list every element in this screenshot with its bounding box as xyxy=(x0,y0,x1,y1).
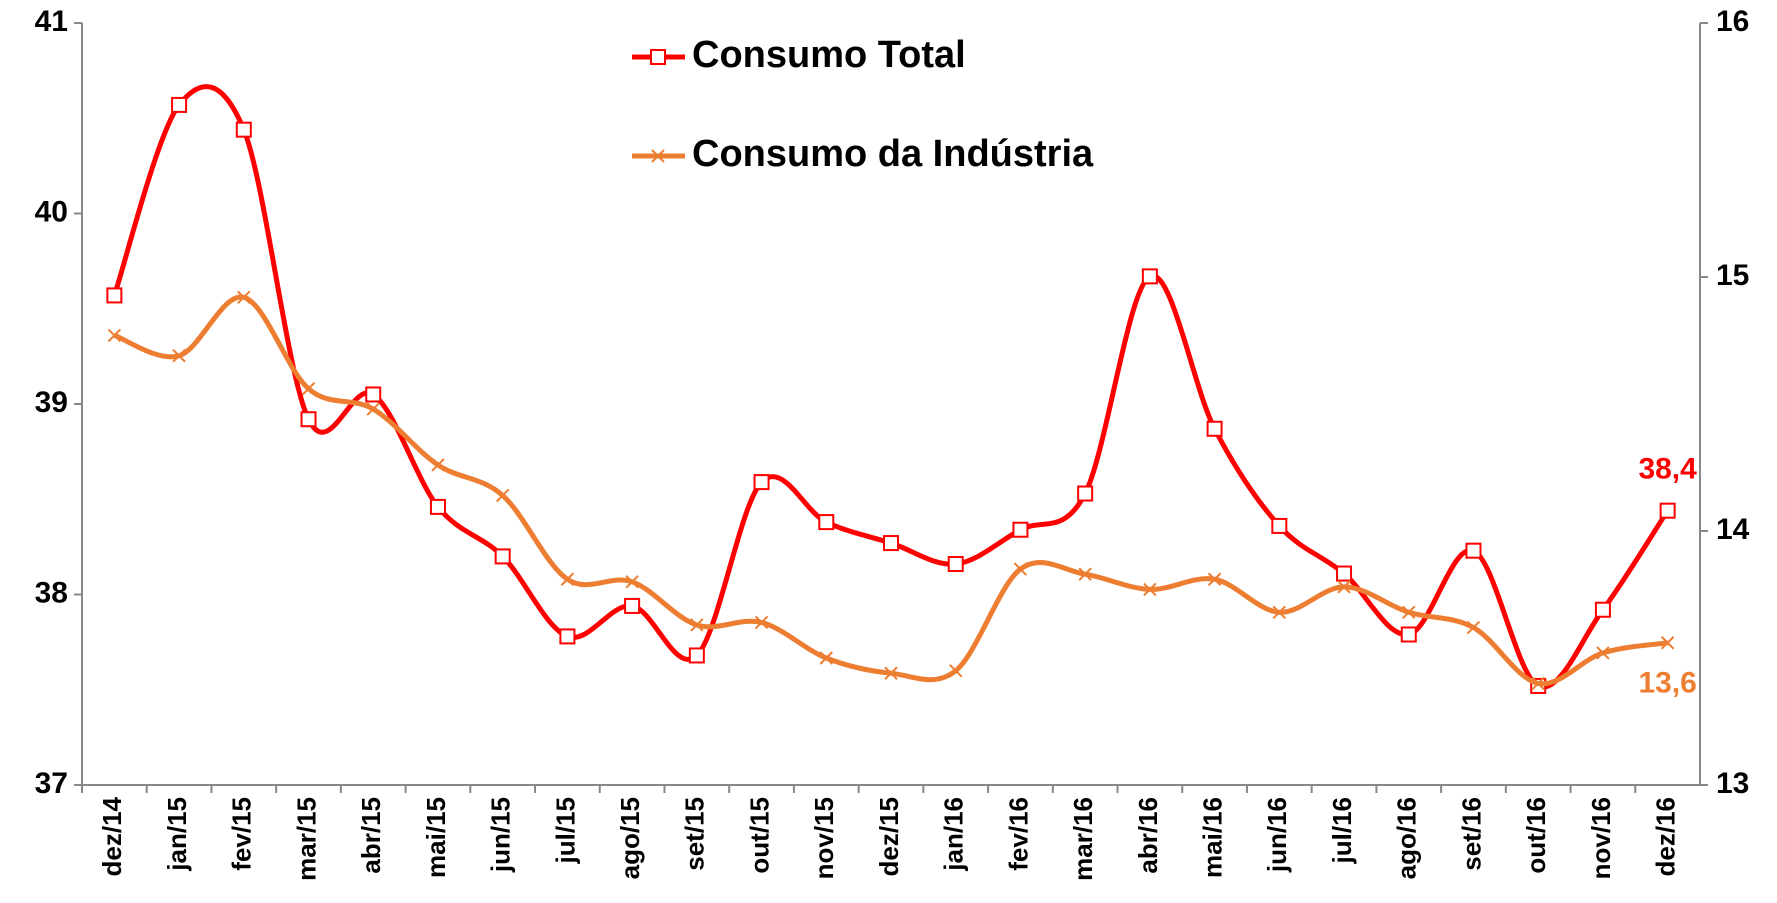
marker xyxy=(1400,626,1417,643)
x-tick-label: mar/16 xyxy=(1068,797,1098,881)
y2-tick-label: 13 xyxy=(1716,767,1749,800)
marker xyxy=(1336,565,1353,582)
y2-tick-label: 14 xyxy=(1716,513,1750,546)
x-tick-label: dez/14 xyxy=(97,796,127,876)
marker xyxy=(495,488,510,503)
marker xyxy=(947,556,964,573)
marker xyxy=(494,548,511,565)
marker xyxy=(1594,601,1611,618)
marker xyxy=(560,572,575,586)
x-tick-label: abr/16 xyxy=(1133,797,1163,874)
marker xyxy=(1077,485,1094,502)
marker xyxy=(171,96,188,113)
marker xyxy=(365,386,382,403)
marker xyxy=(884,666,898,680)
marker xyxy=(106,287,123,304)
y-tick-label: 38 xyxy=(35,576,68,609)
x-tick-label: fev/15 xyxy=(227,797,257,871)
marker xyxy=(818,514,835,531)
x-tick-label: mai/16 xyxy=(1197,797,1227,878)
marker xyxy=(1337,580,1351,594)
x-tick-label: jan/16 xyxy=(939,797,969,872)
legend-label: Consumo da Indústria xyxy=(692,133,1094,175)
x-tick-label: set/16 xyxy=(1456,797,1486,871)
marker xyxy=(753,474,770,491)
marker xyxy=(651,149,665,163)
marker xyxy=(1141,268,1158,285)
marker xyxy=(1660,636,1675,650)
marker xyxy=(1465,542,1482,559)
marker xyxy=(690,618,704,632)
marker xyxy=(1659,502,1676,519)
marker xyxy=(1078,567,1092,581)
marker xyxy=(1531,676,1545,691)
marker xyxy=(1271,517,1288,534)
legend-label: Consumo Total xyxy=(692,34,966,76)
series-line xyxy=(111,84,1670,690)
marker xyxy=(625,575,639,589)
marker xyxy=(819,651,833,665)
marker xyxy=(237,290,251,305)
value-label: 13,6 xyxy=(1638,667,1696,700)
marker xyxy=(366,402,380,416)
marker xyxy=(624,597,641,614)
x-tick-label: fev/16 xyxy=(1003,797,1033,871)
x-tick-label: mar/15 xyxy=(291,797,321,881)
x-tick-label: dez/15 xyxy=(874,797,904,877)
marker xyxy=(650,49,666,65)
y2-tick-label: 16 xyxy=(1716,5,1749,38)
marker xyxy=(688,647,705,664)
marker xyxy=(429,498,446,515)
marker xyxy=(1466,620,1481,635)
marker xyxy=(1013,562,1028,576)
y-tick-label: 41 xyxy=(35,5,68,38)
x-tick-label: out/15 xyxy=(744,797,774,874)
y-tick-label: 39 xyxy=(35,386,68,419)
x-tick-label: mai/15 xyxy=(421,797,451,878)
marker xyxy=(1143,582,1157,597)
marker xyxy=(883,535,899,552)
marker xyxy=(431,458,445,472)
x-tick-label: set/15 xyxy=(680,797,710,871)
marker xyxy=(949,663,963,678)
marker xyxy=(1012,521,1029,538)
x-tick-label: jun/16 xyxy=(1262,797,1292,873)
marker xyxy=(1207,572,1222,586)
series-line xyxy=(113,294,1669,687)
y-tick-label: 37 xyxy=(35,767,68,800)
x-tick-label: dez/16 xyxy=(1651,797,1681,877)
x-tick-label: out/16 xyxy=(1521,797,1551,874)
value-label: 38,4 xyxy=(1638,453,1697,486)
marker xyxy=(1596,646,1610,660)
marker xyxy=(1402,605,1416,619)
marker xyxy=(235,121,252,138)
marker xyxy=(301,382,316,396)
marker xyxy=(1206,420,1223,437)
x-tick-label: ago/16 xyxy=(1392,797,1422,879)
marker xyxy=(559,628,576,645)
x-tick-label: abr/15 xyxy=(356,797,386,874)
y2-tick-label: 15 xyxy=(1716,259,1749,292)
marker xyxy=(107,328,122,343)
x-tick-label: ago/15 xyxy=(615,797,645,879)
x-tick-label: nov/16 xyxy=(1586,797,1616,879)
marker xyxy=(754,615,769,630)
y-tick-label: 40 xyxy=(35,195,68,228)
marker xyxy=(1272,605,1287,619)
x-tick-label: jun/15 xyxy=(486,797,516,873)
x-tick-label: nov/15 xyxy=(809,797,839,879)
marker xyxy=(300,411,317,428)
x-tick-label: jul/15 xyxy=(550,797,580,864)
x-tick-label: jul/16 xyxy=(1327,797,1357,864)
marker xyxy=(172,349,186,363)
x-tick-label: jan/15 xyxy=(162,797,192,872)
